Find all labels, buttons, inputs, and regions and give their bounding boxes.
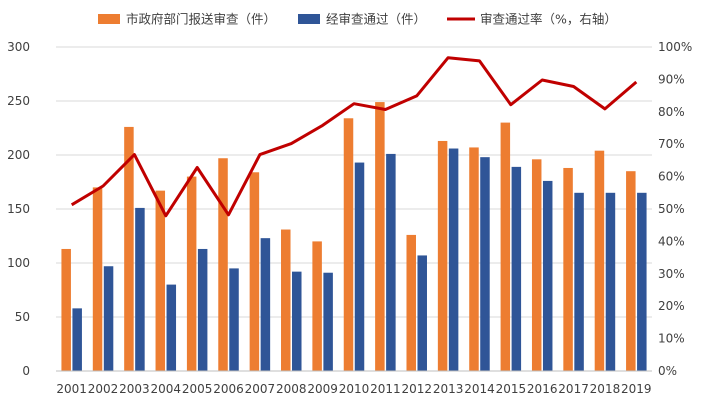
y-left-tick-label: 0 [22,364,30,378]
y-right-tick-label: 100% [658,40,692,54]
x-tick-label: 2011 [370,382,401,396]
bar-approved [605,192,616,371]
bar-approved [135,207,145,371]
bar-submitted [281,229,291,371]
bar-approved [229,268,239,371]
x-tick-label: 2004 [151,382,182,396]
y-left-tick-label: 250 [7,94,30,108]
bar-approved [511,166,522,371]
y-right-tick-label: 50% [658,202,685,216]
bar-submitted [531,159,542,371]
x-tick-label: 2019 [621,382,652,396]
x-tick-label: 2018 [590,382,621,396]
bar-approved [480,157,490,371]
bar-submitted [500,122,511,371]
y-right-tick-label: 10% [658,332,685,346]
bar-submitted [469,147,479,371]
rate-line [70,56,638,218]
y-right-tick-label: 30% [658,267,685,281]
y-left-tick-label: 100 [7,256,30,270]
x-tick-label: 2001 [56,382,87,396]
x-tick-label: 2003 [119,382,150,396]
y-right-tick-label: 40% [658,234,685,248]
legend-item-approval-rate: 审查通过率（%，右轴） [447,12,617,27]
x-tick-label: 2007 [245,382,276,396]
axes: 0 50 100 150 200 250 300 0% 10% 20% 30% 40% 50% 60% 70… [7,40,692,396]
legend-label: 审查通过率（%，右轴） [480,12,617,27]
bar-submitted [375,102,385,371]
x-tick-label: 2015 [496,382,527,396]
x-tick-label: 2002 [88,382,119,396]
y-right-tick-label: 60% [658,170,685,184]
x-tick-label: 2010 [339,382,370,396]
y-right-tick-label: 80% [658,105,685,119]
legend-item-approved: 经审查通过（件） [298,12,426,27]
bar-approved [197,248,208,371]
bar-submitted [249,172,260,371]
x-tick-label: 2017 [558,382,589,396]
bar-approved [323,272,333,371]
bar-submitted [124,126,134,371]
x-tick-label: 2014 [464,382,495,396]
bar-approved [542,180,553,371]
gridlines [56,46,652,318]
bar-submitted [218,158,228,371]
y-left-tick-label: 300 [7,40,30,54]
bar-submitted [406,234,416,371]
bar-submitted [594,150,605,371]
bar-submitted [61,248,71,371]
bar-submitted [343,118,354,371]
legend-swatch [98,14,120,24]
bar-approved [354,162,365,371]
x-tick-label: 2009 [307,382,338,396]
y-left-tick-label: 50 [15,310,30,324]
y-right-tick-label: 0% [658,364,677,378]
bar-approved [417,255,427,371]
legend: 市政府部门报送审查（件） 经审查通过（件） 审查通过率（%，右轴） [98,12,617,27]
legend-item-submitted: 市政府部门报送审查（件） [98,12,276,27]
y-right-tick-label: 70% [658,137,685,151]
y-right-tick-label: 90% [658,72,685,86]
bar-approved [574,192,584,371]
x-tick-label: 2006 [213,382,244,396]
x-tick-label: 2012 [401,382,432,396]
bar-submitted [186,176,197,371]
bars [61,102,647,371]
bar-approved [386,153,396,371]
bar-submitted [563,167,573,371]
bar-submitted [312,241,322,371]
legend-label: 市政府部门报送审查（件） [126,12,276,27]
bar-approved [166,284,177,371]
bar-approved [103,266,114,371]
bar-approved [260,238,271,371]
bar-submitted [155,190,166,371]
bar-approved [72,308,82,371]
bar-approved [292,271,302,371]
bar-submitted [437,140,448,371]
bar-approved [448,148,459,371]
legend-swatch [298,14,320,24]
y-left-tick-label: 200 [7,148,30,162]
x-tick-label: 2008 [276,382,307,396]
bar-submitted [626,171,636,371]
x-tick-label: 2013 [433,382,464,396]
bar-approved [637,192,647,371]
x-tick-label: 2016 [527,382,558,396]
y-right-tick-label: 20% [658,299,685,313]
x-tick-label: 2005 [182,382,213,396]
legend-label: 经审查通过（件） [326,12,426,27]
bar-submitted [92,187,103,371]
y-left-tick-label: 150 [7,202,30,216]
